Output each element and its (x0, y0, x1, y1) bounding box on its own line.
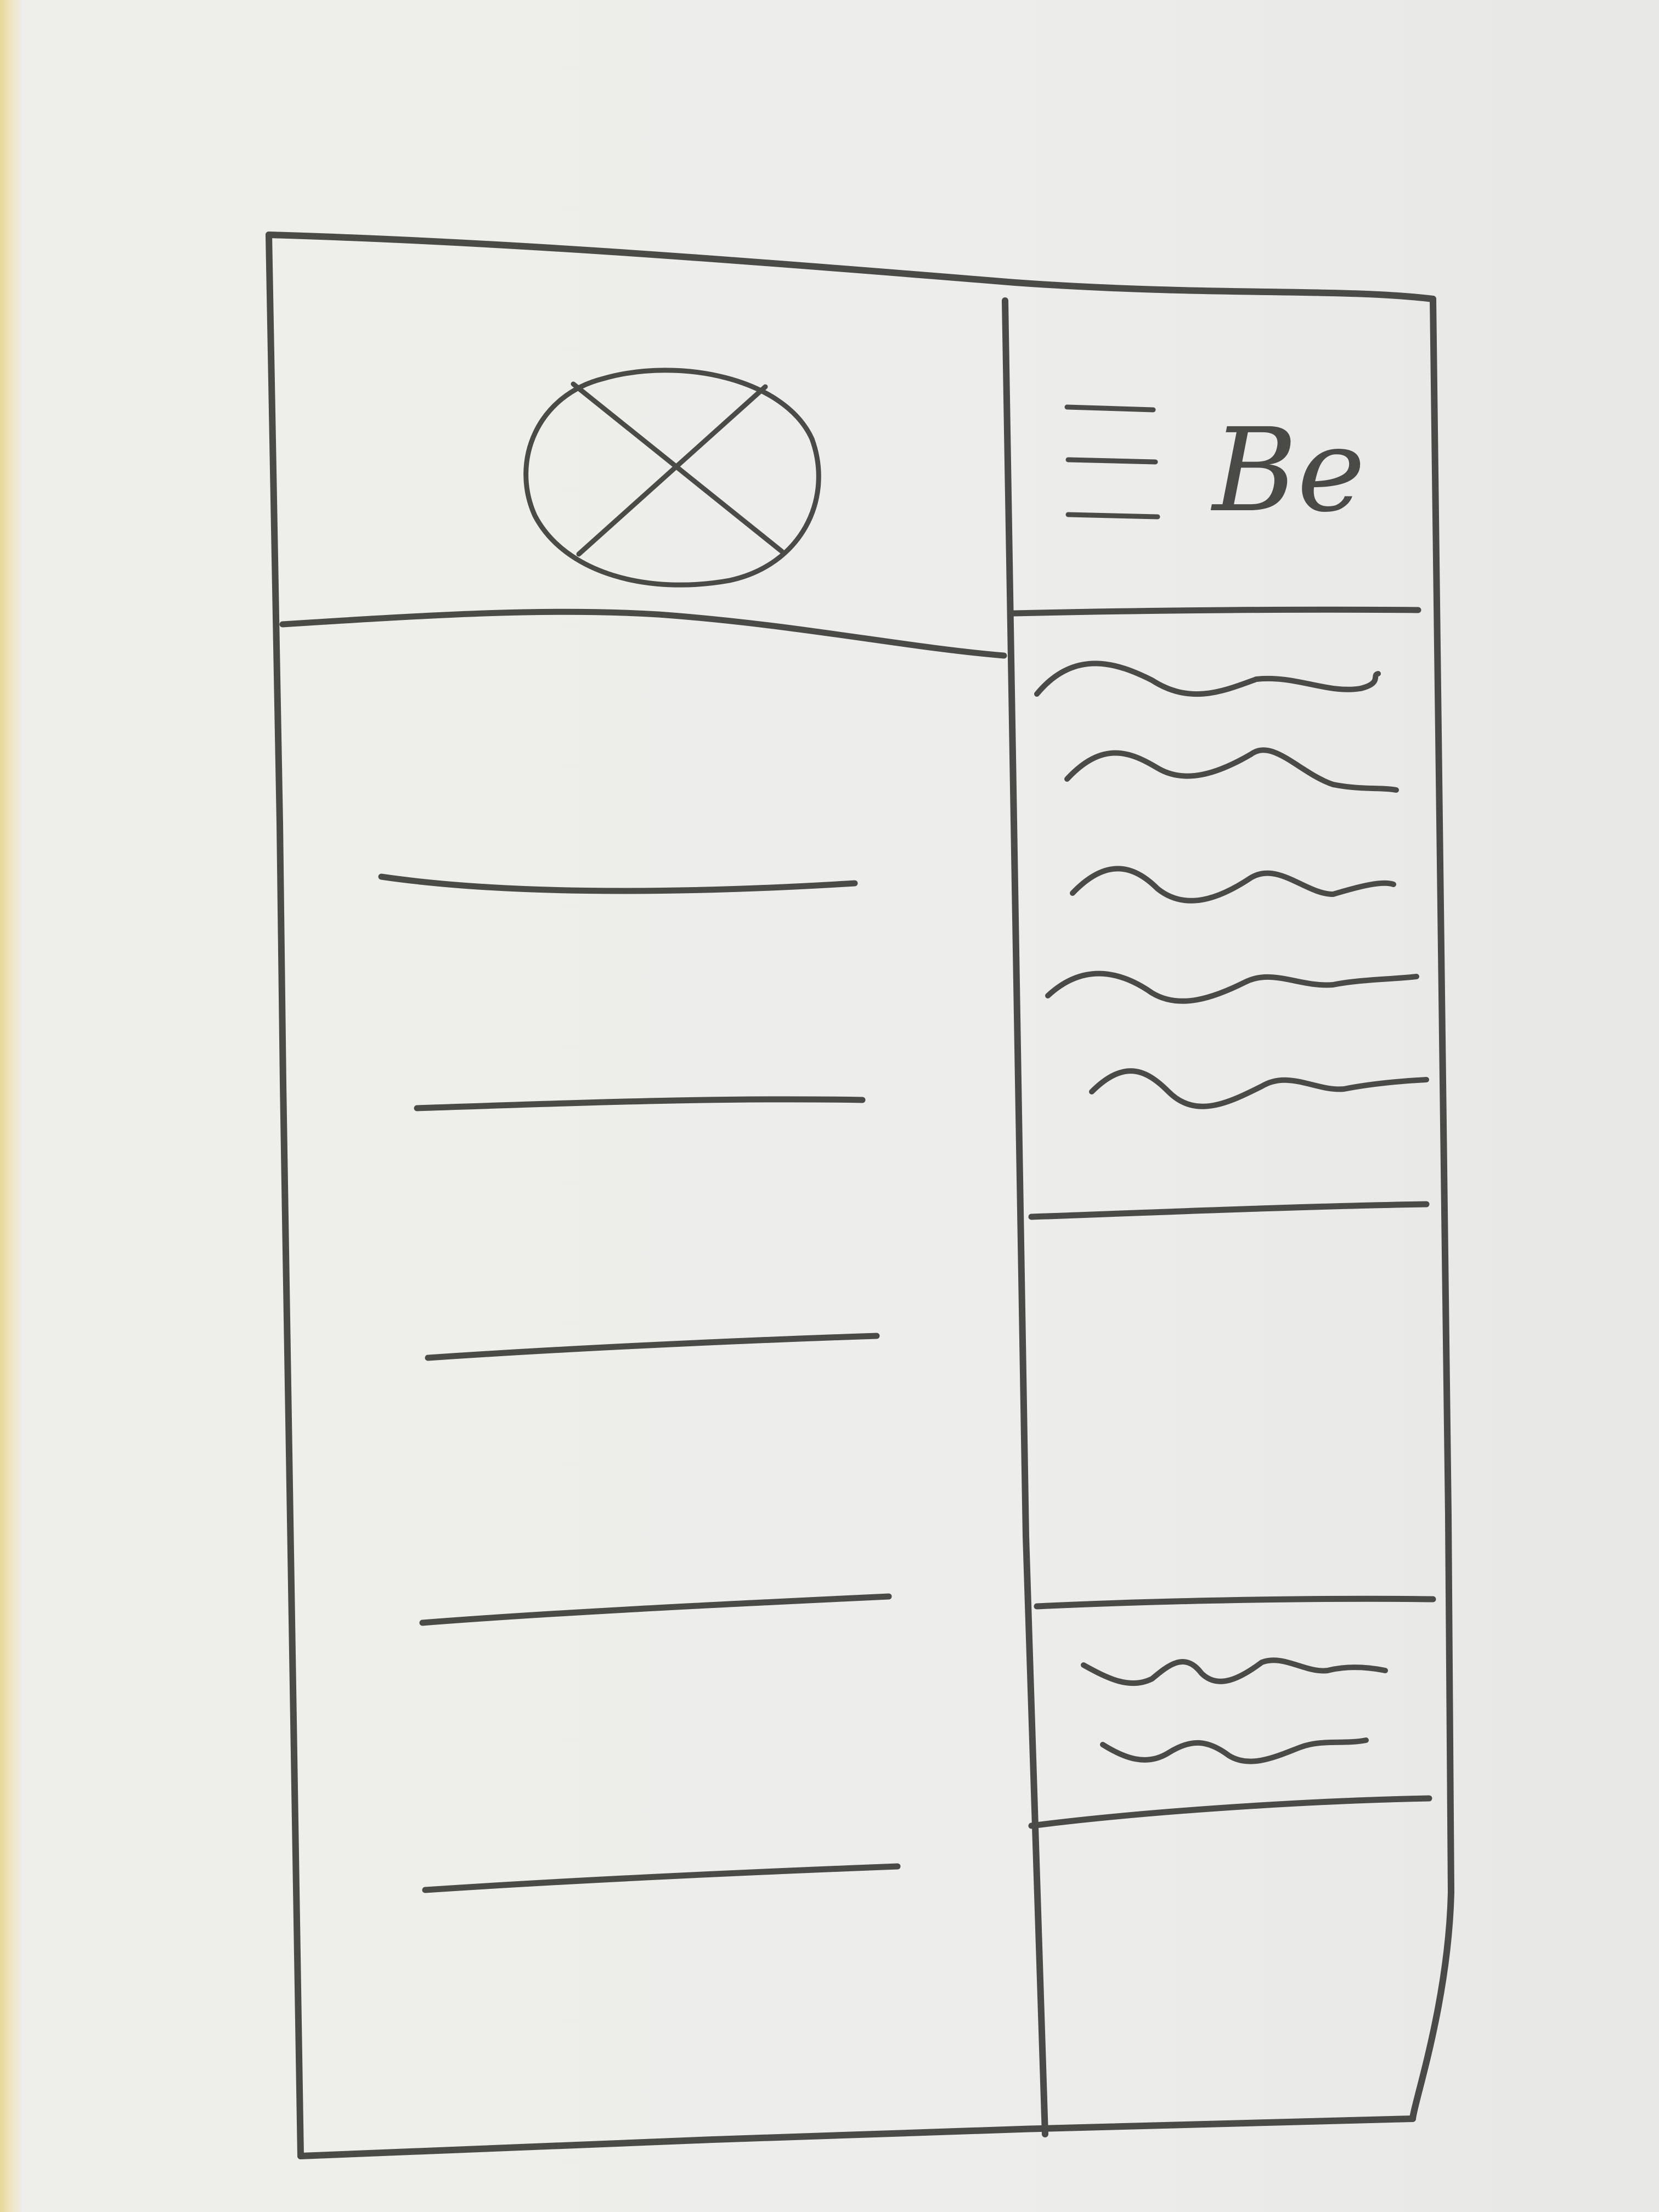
header-main (279, 368, 1007, 659)
sidebar-header: Be (1011, 403, 1421, 617)
text-line (1034, 661, 1381, 697)
crossed-circle-icon (523, 368, 821, 588)
nav-item[interactable] (378, 873, 858, 894)
sidebar-text-block (1028, 661, 1430, 1220)
hamburger-menu-icon[interactable] (1064, 404, 1160, 520)
text-line (1081, 1657, 1388, 1686)
sidebar-section-divider (1028, 1201, 1430, 1220)
sidebar-section-divider (1034, 1595, 1436, 1610)
page-frame (266, 232, 1454, 2159)
text-line (1045, 970, 1419, 1004)
text-line (1070, 866, 1396, 904)
nav-item[interactable] (414, 1096, 866, 1111)
nav-item[interactable] (419, 1593, 892, 1626)
text-line (1100, 1737, 1369, 1764)
sidebar-header-divider (1011, 606, 1421, 617)
sidebar-empty-section (1034, 1595, 1436, 1610)
column-divider (1002, 297, 1048, 2137)
brand-logo: Be (1210, 403, 1365, 538)
nav-list (378, 873, 901, 1893)
text-line (1064, 747, 1399, 793)
text-line (1089, 1068, 1429, 1109)
sidebar-section-divider (1028, 1795, 1432, 1829)
sidebar-footer-text (1028, 1657, 1432, 1829)
nav-item[interactable] (425, 1333, 880, 1361)
header-divider (279, 608, 1007, 659)
nav-item[interactable] (422, 1863, 901, 1893)
